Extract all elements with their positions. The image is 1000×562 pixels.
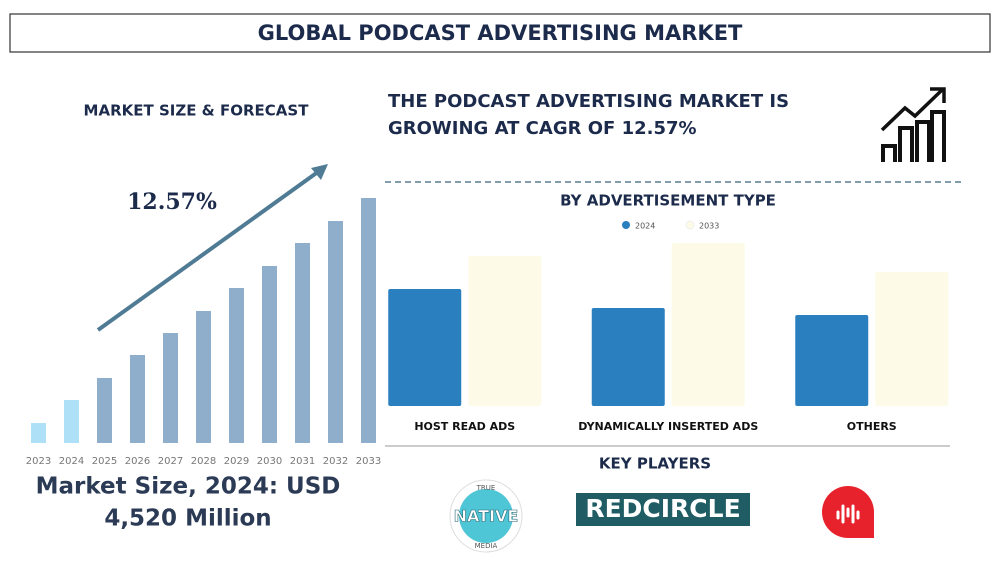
x-tick-label: DYNAMICALLY INSERTED ADS bbox=[578, 420, 758, 433]
logo: TRUE NATIVE MEDIA bbox=[449, 479, 523, 553]
bar bbox=[196, 311, 211, 443]
market-size: 4,520 Million bbox=[104, 506, 271, 532]
growth-icon bbox=[880, 87, 946, 162]
title-box bbox=[9, 13, 991, 53]
logo-text: MEDIA bbox=[475, 542, 498, 550]
annotation: 12.57% bbox=[127, 189, 217, 215]
section-title: KEY PLAYERS bbox=[599, 455, 711, 473]
x-tick-label: 2030 bbox=[257, 456, 282, 467]
x-tick-label: 2029 bbox=[224, 456, 249, 467]
legend-swatch bbox=[685, 220, 695, 230]
x-tick-label: 2025 bbox=[92, 456, 117, 467]
legend-label: 2024 bbox=[635, 222, 655, 231]
bar bbox=[671, 243, 745, 406]
trend-arrow bbox=[96, 167, 324, 332]
x-tick-label: 2033 bbox=[356, 456, 381, 467]
bar bbox=[795, 315, 869, 406]
headline: THE PODCAST ADVERTISING MARKET IS bbox=[388, 91, 789, 112]
bar bbox=[163, 333, 178, 443]
bar bbox=[328, 221, 343, 443]
x-tick-label: 2027 bbox=[158, 456, 183, 467]
logo: REDCIRCLE bbox=[576, 493, 750, 526]
bar bbox=[591, 308, 665, 406]
chart-title: BY ADVERTISEMENT TYPE bbox=[560, 192, 776, 210]
bar bbox=[130, 355, 145, 443]
x-tick-label: 2024 bbox=[59, 456, 84, 467]
bar bbox=[97, 378, 112, 443]
x-tick-label: 2028 bbox=[191, 456, 216, 467]
x-tick-label: 2031 bbox=[290, 456, 315, 467]
market-size: Market Size, 2024: USD bbox=[36, 474, 341, 500]
bar bbox=[295, 243, 310, 443]
chart-title: MARKET SIZE & FORECAST bbox=[84, 102, 310, 120]
bar bbox=[262, 266, 277, 443]
title: GLOBAL PODCAST ADVERTISING MARKET bbox=[258, 21, 743, 45]
bar bbox=[64, 400, 79, 443]
logo-text: NATIVE bbox=[454, 507, 519, 526]
bar bbox=[229, 288, 244, 443]
x-tick-label: 2023 bbox=[26, 456, 51, 467]
logo-text: TRUE bbox=[476, 484, 496, 492]
headline: GROWING AT CAGR OF 12.57% bbox=[388, 118, 697, 139]
x-tick-label: 2032 bbox=[323, 456, 348, 467]
bar bbox=[31, 423, 46, 443]
arrow-head bbox=[311, 164, 328, 180]
logo bbox=[822, 486, 874, 538]
bar bbox=[875, 272, 949, 406]
bar bbox=[468, 256, 542, 406]
x-tick-label: HOST READ ADS bbox=[414, 420, 515, 433]
legend-label: 2033 bbox=[699, 222, 719, 231]
legend-swatch bbox=[622, 221, 630, 229]
logo-text: REDCIRCLE bbox=[585, 494, 740, 523]
bar bbox=[388, 289, 462, 406]
bar bbox=[361, 198, 376, 443]
x-tick-label: OTHERS bbox=[847, 420, 897, 433]
x-tick-label: 2026 bbox=[125, 456, 150, 467]
